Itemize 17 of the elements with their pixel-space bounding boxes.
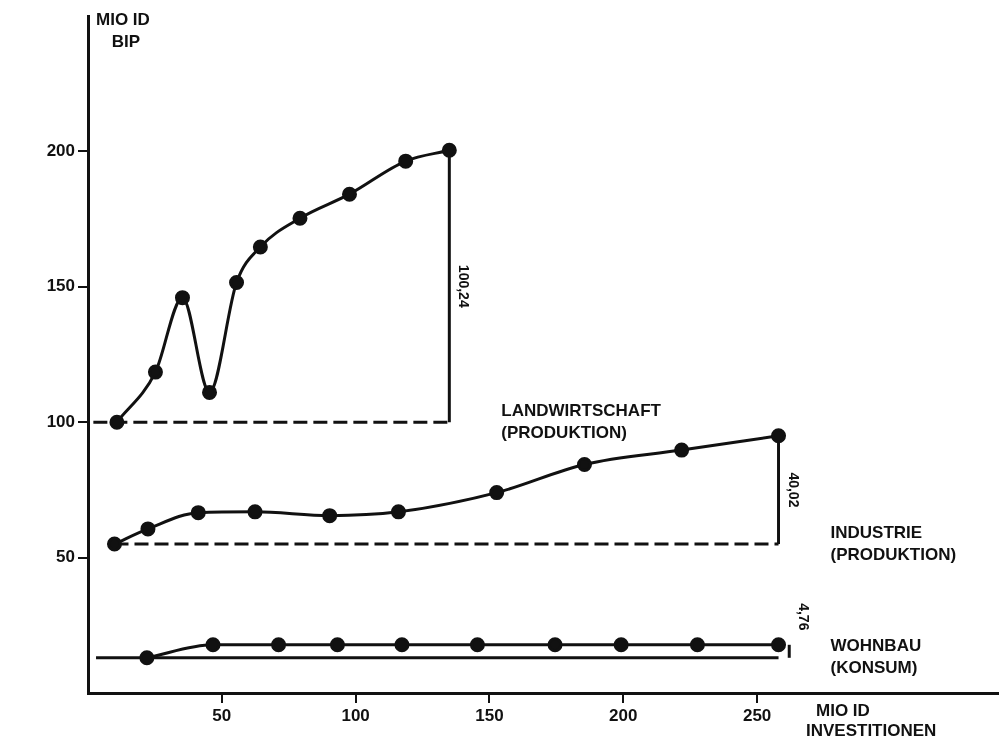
text: INDUSTRIE (PRODUKTION) xyxy=(830,522,957,564)
y-tick-label: 150 xyxy=(46,276,75,296)
annotation: 40,02 xyxy=(785,472,802,508)
x-tick-label: 50 xyxy=(212,705,232,725)
x-tick-label: 250 xyxy=(742,705,772,725)
x-tick-label: 200 xyxy=(609,705,638,725)
text: WOHNBAU (KONSUM) xyxy=(830,636,922,678)
y-axis-title: MIO ID BIP xyxy=(96,9,150,51)
y-tick-label: 50 xyxy=(56,547,75,567)
x-axis-title: MIO ID INVESTITIONEN xyxy=(806,700,937,740)
y-tick-label: 100 xyxy=(46,411,75,431)
text: LANDWIRTSCHAFT (PRODUKTION) xyxy=(501,400,662,442)
annotation: 100,24 xyxy=(456,264,473,308)
x-tick-label: 150 xyxy=(475,705,504,725)
annotation: 4,76 xyxy=(796,603,813,631)
y-tick-label: 200 xyxy=(46,141,75,161)
x-tick-label: 100 xyxy=(341,705,370,725)
